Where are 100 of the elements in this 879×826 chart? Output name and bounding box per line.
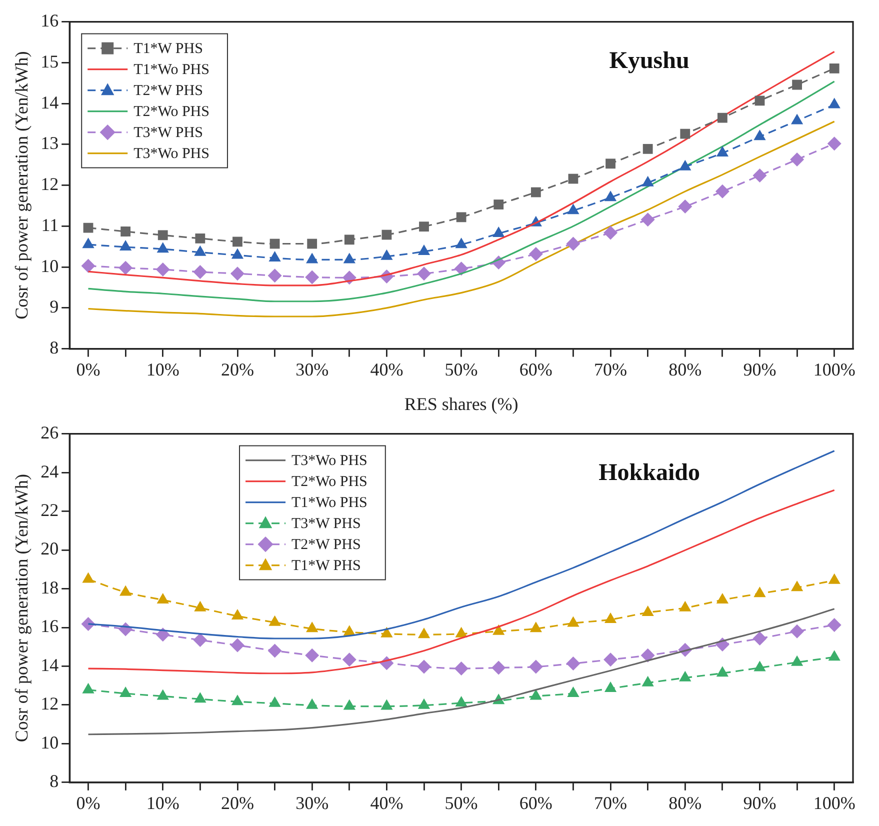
point bbox=[268, 251, 281, 262]
point bbox=[82, 572, 94, 583]
point bbox=[83, 222, 94, 233]
y-tick-label: 8 bbox=[50, 771, 59, 792]
point bbox=[678, 200, 692, 214]
x-tick-label: 40% bbox=[370, 792, 404, 813]
point bbox=[829, 63, 840, 74]
point bbox=[382, 230, 392, 240]
point bbox=[306, 698, 318, 709]
point bbox=[567, 686, 580, 698]
x-tick-label: 70% bbox=[594, 792, 628, 813]
point bbox=[642, 176, 654, 186]
point bbox=[792, 80, 802, 90]
point bbox=[752, 168, 767, 182]
legend-label: T3*Wo PHS bbox=[134, 146, 210, 162]
point bbox=[416, 266, 431, 281]
point bbox=[156, 262, 170, 277]
legend-label: T3*W PHS bbox=[292, 516, 361, 532]
point bbox=[268, 696, 281, 707]
point bbox=[195, 233, 206, 244]
point bbox=[418, 698, 430, 709]
y-tick-label: 13 bbox=[40, 133, 59, 154]
point bbox=[530, 622, 542, 632]
point bbox=[790, 580, 804, 592]
line-series bbox=[87, 120, 836, 318]
point bbox=[494, 200, 504, 210]
point bbox=[456, 212, 466, 222]
y-tick-label: 24 bbox=[40, 461, 59, 482]
x-tick-label: 50% bbox=[444, 359, 478, 380]
y-tick-label: 16 bbox=[40, 10, 59, 31]
point bbox=[455, 696, 468, 706]
x-tick-label: 20% bbox=[220, 359, 254, 380]
point bbox=[156, 592, 169, 604]
x-tick-label: 100% bbox=[813, 792, 856, 813]
point bbox=[230, 266, 244, 281]
legend-label: T1*Wo PHS bbox=[292, 495, 368, 512]
point bbox=[268, 615, 281, 626]
point bbox=[232, 236, 242, 247]
point bbox=[716, 146, 728, 157]
point bbox=[604, 190, 617, 202]
y-tick-label: 9 bbox=[50, 296, 59, 317]
point bbox=[231, 248, 244, 259]
x-tick-label: 100% bbox=[813, 359, 856, 380]
point bbox=[530, 689, 542, 700]
point bbox=[716, 666, 728, 677]
point bbox=[492, 226, 505, 238]
point bbox=[604, 612, 617, 624]
point bbox=[604, 226, 618, 240]
point bbox=[82, 682, 94, 694]
x-tick-label: 50% bbox=[444, 792, 478, 813]
point bbox=[156, 689, 169, 700]
point bbox=[679, 670, 692, 682]
x-tick-label: 20% bbox=[220, 792, 254, 813]
legend-label: T1*W PHS bbox=[134, 41, 203, 58]
point bbox=[231, 609, 244, 620]
x-tick-label: 90% bbox=[743, 792, 776, 813]
point bbox=[82, 238, 94, 248]
x-tick-label: 30% bbox=[296, 359, 329, 380]
point bbox=[156, 242, 169, 253]
y-tick-label: 18 bbox=[40, 577, 59, 598]
legend-label: T1*Wo PHS bbox=[134, 62, 210, 78]
point bbox=[566, 236, 580, 251]
legend-label: T3*Wo PHS bbox=[292, 453, 368, 470]
point bbox=[827, 136, 842, 151]
y-tick-label: 12 bbox=[40, 694, 59, 714]
y-tick-label: 12 bbox=[40, 174, 59, 194]
text: Hokkaido bbox=[598, 460, 700, 486]
point bbox=[194, 692, 206, 703]
point bbox=[380, 626, 393, 638]
point bbox=[716, 592, 728, 604]
line-series bbox=[87, 608, 836, 736]
point bbox=[567, 616, 580, 627]
point bbox=[828, 650, 840, 661]
point bbox=[343, 252, 356, 264]
point bbox=[418, 244, 430, 256]
x-tick-label: 60% bbox=[519, 792, 552, 813]
point bbox=[158, 230, 168, 240]
point bbox=[455, 626, 468, 638]
point bbox=[268, 268, 282, 283]
y-tick-label: 10 bbox=[40, 732, 59, 752]
x-tick-label: 10% bbox=[146, 792, 180, 813]
y-tick-label: 22 bbox=[40, 500, 59, 520]
point bbox=[754, 660, 766, 672]
point bbox=[231, 694, 244, 706]
point bbox=[790, 655, 804, 666]
point bbox=[828, 98, 840, 108]
x-tick-label: 80% bbox=[668, 359, 702, 380]
point bbox=[344, 234, 354, 245]
y-tick-label: 10 bbox=[40, 256, 59, 276]
point bbox=[118, 260, 133, 275]
legend-label: T2*Wo PHS bbox=[292, 474, 368, 490]
line-series bbox=[87, 80, 836, 302]
point bbox=[679, 160, 692, 170]
legend-label: T3*W PHS bbox=[134, 125, 203, 142]
point bbox=[306, 622, 318, 632]
point bbox=[754, 586, 766, 598]
point bbox=[454, 262, 468, 276]
point bbox=[568, 174, 578, 184]
legend-label: T2*Wo PHS bbox=[134, 104, 210, 120]
legend-label: T1*W PHS bbox=[292, 558, 361, 574]
